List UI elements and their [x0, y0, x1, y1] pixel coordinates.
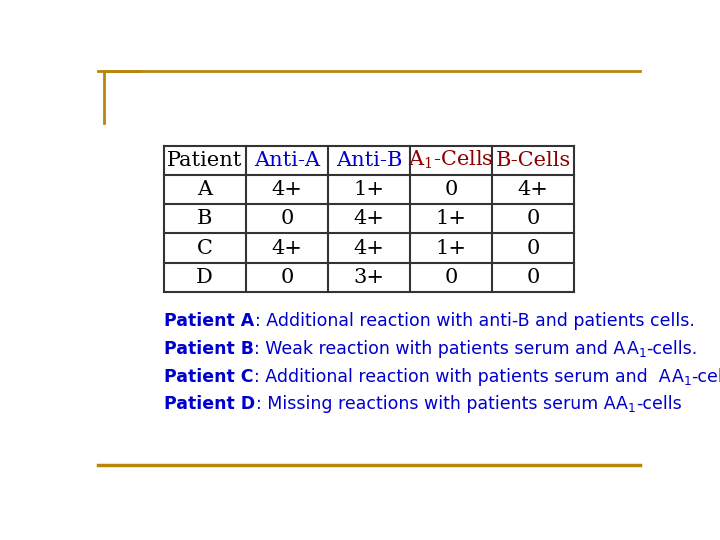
- Text: D: D: [197, 268, 213, 287]
- Text: : Missing reactions with patients serum A: : Missing reactions with patients serum …: [256, 395, 615, 414]
- Text: 4+: 4+: [354, 239, 384, 258]
- Text: 0: 0: [280, 210, 294, 228]
- Text: 4+: 4+: [271, 180, 302, 199]
- Text: 4+: 4+: [518, 180, 549, 199]
- Text: $\mathregular{A_1}$-Cells: $\mathregular{A_1}$-Cells: [408, 149, 494, 171]
- Text: 0: 0: [444, 268, 458, 287]
- Text: $\mathregular{A_1}$: $\mathregular{A_1}$: [626, 339, 647, 359]
- Text: B-Cells: B-Cells: [495, 151, 571, 170]
- Text: -cells.: -cells.: [691, 368, 720, 386]
- Text: 3+: 3+: [354, 268, 384, 287]
- Text: : Additional reaction with patients serum and  A: : Additional reaction with patients seru…: [254, 368, 670, 386]
- Text: A: A: [197, 180, 212, 199]
- Text: 0: 0: [526, 268, 540, 287]
- Text: $\mathregular{A_1}$: $\mathregular{A_1}$: [615, 394, 636, 414]
- Text: 4+: 4+: [354, 210, 384, 228]
- Text: Patient A: Patient A: [163, 312, 254, 330]
- Text: Anti-B: Anti-B: [336, 151, 402, 170]
- Text: Patient B: Patient B: [163, 340, 253, 358]
- Text: 0: 0: [444, 180, 458, 199]
- Text: 1+: 1+: [436, 210, 467, 228]
- Text: Patient C: Patient C: [163, 368, 253, 386]
- Text: Anti-A: Anti-A: [253, 151, 320, 170]
- Text: 0: 0: [280, 268, 294, 287]
- Text: 0: 0: [526, 210, 540, 228]
- Text: Patient: Patient: [167, 151, 243, 170]
- Text: 0: 0: [526, 239, 540, 258]
- Text: 4+: 4+: [271, 239, 302, 258]
- Text: : Additional reaction with anti-B and patients cells.: : Additional reaction with anti-B and pa…: [255, 312, 695, 330]
- Text: $\mathregular{A_1}$: $\mathregular{A_1}$: [670, 367, 691, 387]
- Text: 1+: 1+: [354, 180, 384, 199]
- Text: Patient D: Patient D: [163, 395, 255, 414]
- Text: -cells.: -cells.: [647, 340, 698, 358]
- Text: 1+: 1+: [436, 239, 467, 258]
- Text: C: C: [197, 239, 212, 258]
- Text: B: B: [197, 210, 212, 228]
- Text: -cells: -cells: [636, 395, 682, 414]
- Text: : Weak reaction with patients serum and A: : Weak reaction with patients serum and …: [254, 340, 626, 358]
